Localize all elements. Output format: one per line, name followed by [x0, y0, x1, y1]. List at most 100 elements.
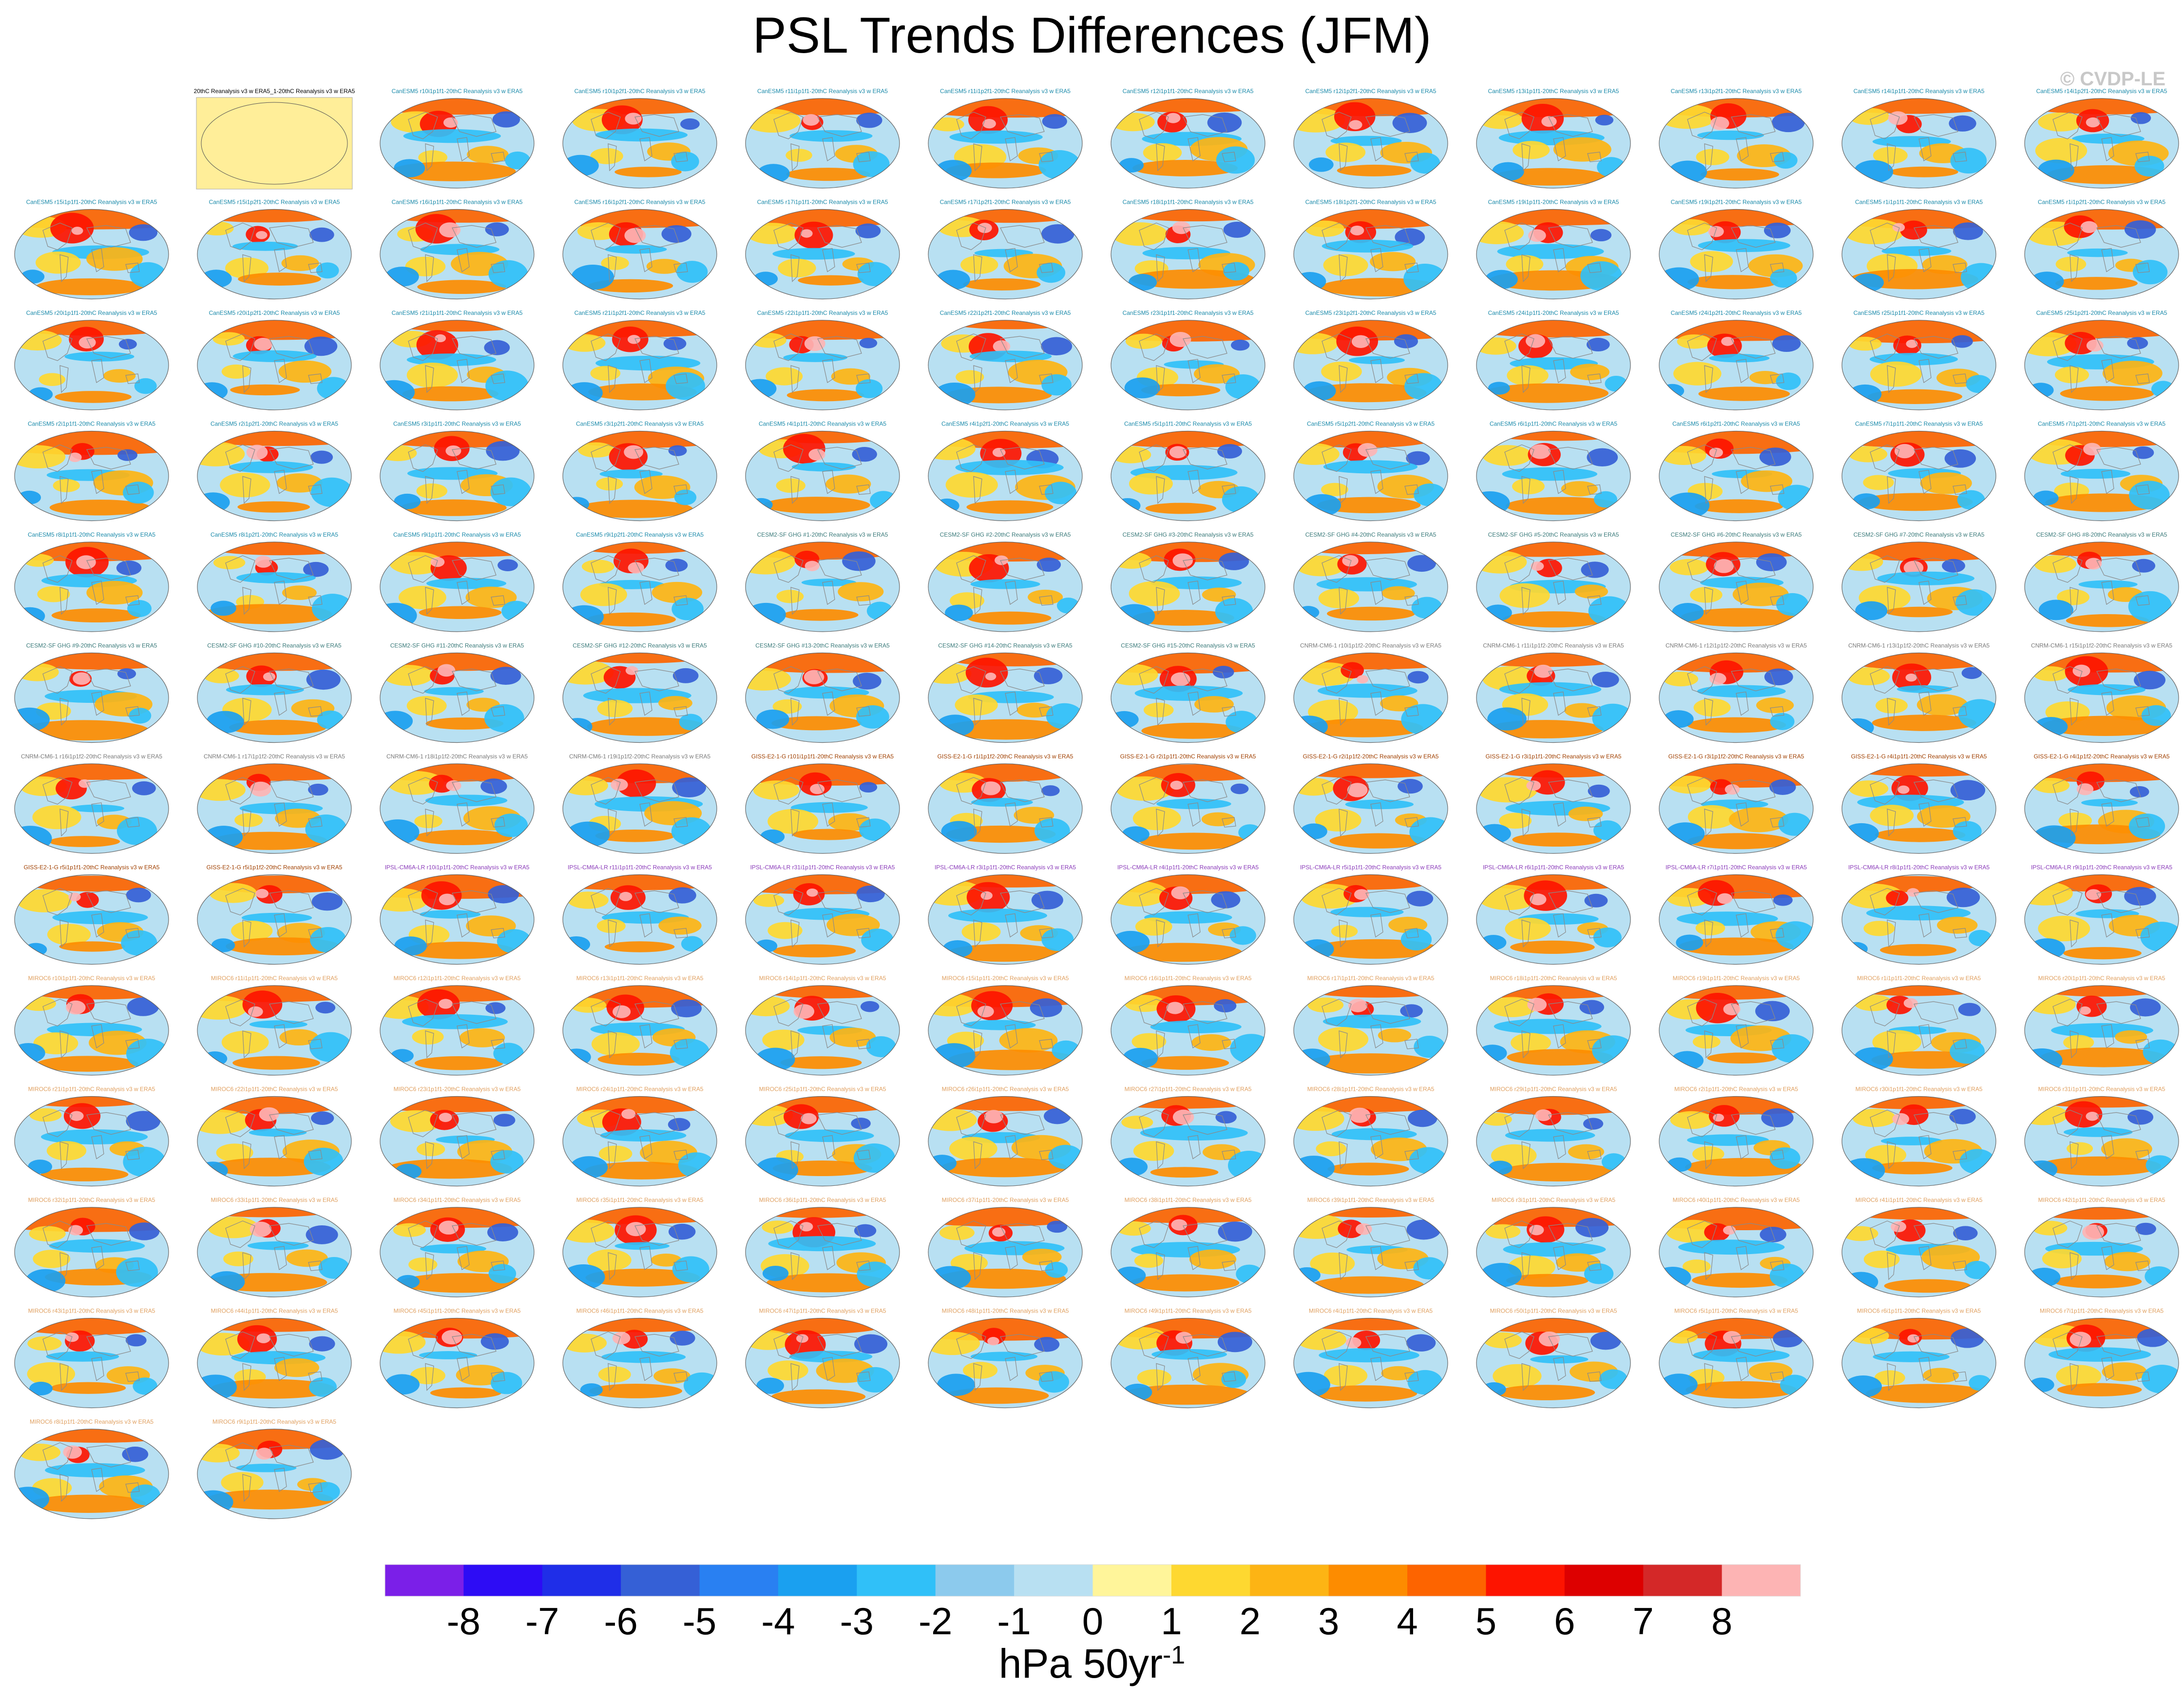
- coastline: [269, 558, 314, 580]
- colorbar-tick-label: 3: [1318, 1600, 1339, 1643]
- trend-contour: [78, 336, 96, 349]
- trend-contour: [1413, 1257, 1445, 1280]
- trend-contour: [1036, 262, 1066, 283]
- trend-contour: [763, 497, 870, 514]
- globe-outline: [197, 652, 352, 743]
- map-panel: MIROC6 r23i1p1f1-20thC Reanalysis v3 w E…: [380, 1086, 535, 1187]
- coastline: [1039, 484, 1054, 495]
- coastline: [1365, 668, 1410, 692]
- coastline: [59, 1030, 69, 1059]
- trend-contour: [1599, 1369, 1628, 1390]
- coastline: [2135, 373, 2150, 384]
- map-panel: CanESM5 r9i1p1f1-20thC Reanalysis v3 w E…: [380, 531, 535, 632]
- trend-contour: [1583, 1118, 1604, 1130]
- coastline: [1139, 1331, 1169, 1359]
- coastline: [1404, 595, 1419, 606]
- panel-title: CanESM5 r21i1p2f1-20thC Reanalysis v3 w …: [575, 309, 706, 316]
- map-panel: IPSL-CM6A-LR r31i1p1f1-20thC Reanalysis …: [745, 864, 900, 965]
- trend-contour: [1778, 484, 1813, 511]
- trend-contour: [2125, 220, 2156, 239]
- coastline: [86, 779, 131, 802]
- colorbar-swatch: [1486, 1565, 1565, 1596]
- colorbar-tick-label: -8: [447, 1600, 480, 1643]
- panel-title: CNRM-CM6-1 r15i1p1f2-20thC Reanalysis v3…: [2031, 642, 2172, 649]
- coastline: [491, 1260, 505, 1271]
- trend-contour: [612, 1332, 631, 1345]
- panel-title: MIROC6 r27i1p1f1-20thC Reanalysis v3 w E…: [1125, 1086, 1252, 1093]
- coastline: [1887, 1252, 1896, 1280]
- coastline: [1953, 1260, 1967, 1271]
- trend-contour: [576, 500, 693, 518]
- map-panel: MIROC6 r10i1p1f1-20thC Reanalysis v3 w E…: [14, 975, 169, 1076]
- trend-contour: [41, 1129, 148, 1144]
- trend-contour: [420, 910, 481, 919]
- globe-outline: [562, 652, 717, 743]
- coastline: [773, 999, 804, 1026]
- trend-contour: [1325, 142, 1366, 162]
- trend-contour: [1588, 784, 1610, 798]
- map-panel: CanESM5 r11i1p2f1-20thC Reanalysis v3 w …: [928, 88, 1083, 189]
- coastline: [1370, 913, 1383, 938]
- trend-contour: [801, 229, 813, 238]
- trend-contour: [1342, 555, 1359, 567]
- map-panel: MIROC6 r25i1p1f1-20thC Reanalysis v3 w E…: [745, 1086, 900, 1187]
- panel-title: CanESM5 r17i1p2f1-20thC Reanalysis v3 w …: [940, 199, 1071, 206]
- trend-contour: [1844, 942, 1868, 956]
- trend-contour: [1958, 1003, 1981, 1016]
- globe-outline: [2024, 430, 2179, 522]
- trend-contour: [1512, 832, 1602, 847]
- map-panel: CNRM-CM6-1 r19i1p1f2-20thC Reanalysis v3…: [562, 753, 717, 854]
- panel-title: CanESM5 r10i1p1f1-20thC Reanalysis v3 w …: [392, 88, 523, 95]
- map-panel: MIROC6 r39i1p1f1-20thC Reanalysis v3 w E…: [1293, 1197, 1448, 1297]
- coastline: [1156, 143, 1165, 172]
- globe-outline: [1111, 320, 1265, 410]
- panel-title: IPSL-CM6A-LR r10i1p1f1-20thC Reanalysis …: [385, 864, 530, 871]
- coastline: [225, 1331, 255, 1359]
- coastline: [457, 1356, 470, 1381]
- coastline: [1005, 913, 1018, 938]
- trend-contour: [46, 1351, 119, 1362]
- trend-contour: [1321, 483, 1348, 497]
- trend-contour: [1668, 160, 1707, 183]
- coastline: [1404, 817, 1419, 828]
- trend-contour: [1950, 780, 1986, 801]
- globe-outline: [2024, 763, 2179, 854]
- trend-contour: [1143, 143, 1182, 162]
- panel-title: MIROC6 r32i1p1f1-20thC Reanalysis v3 w E…: [28, 1197, 155, 1203]
- colorbar-swatch: [1722, 1565, 1801, 1596]
- coastline: [773, 333, 804, 361]
- coastline: [2069, 1252, 2079, 1280]
- trend-contour: [416, 1142, 445, 1157]
- coastline: [1521, 1252, 1531, 1280]
- globe-outline: [1293, 320, 1448, 410]
- trend-contour: [1512, 478, 1545, 495]
- trend-contour: [121, 930, 157, 956]
- map-panel: MIROC6 r35i1p1f1-20thC Reanalysis v3 w E…: [562, 1197, 717, 1297]
- trend-contour: [197, 1161, 228, 1180]
- map-panel: GISS-E2-1-G r2i1p1f2-20thC Reanalysis v3…: [1293, 753, 1448, 854]
- trend-contour: [2055, 277, 2138, 290]
- trend-contour: [567, 891, 609, 909]
- trend-contour: [771, 716, 862, 731]
- trend-contour: [859, 338, 878, 348]
- map-panel: CanESM5 r10i1p1f1-20thC Reanalysis v3 w …: [380, 88, 535, 189]
- trend-contour: [414, 830, 513, 845]
- trend-contour: [1485, 1224, 1521, 1239]
- globe-outline: [745, 209, 900, 300]
- coastline: [634, 446, 679, 470]
- coastline: [1870, 888, 1900, 916]
- trend-contour: [1897, 785, 1910, 794]
- coastline: [269, 779, 314, 802]
- coastline: [817, 668, 862, 692]
- coastline: [242, 476, 251, 504]
- coastline: [1005, 1356, 1018, 1381]
- coastline: [673, 1149, 688, 1160]
- trend-contour: [318, 1257, 350, 1279]
- coastline: [591, 1220, 621, 1248]
- trend-contour: [50, 1382, 126, 1394]
- coastline: [1953, 373, 1967, 384]
- map-panel: MIROC6 r20i1p1f1-20thC Reanalysis v3 w E…: [2024, 975, 2179, 1076]
- colorbar-tick-label: 4: [1397, 1600, 1418, 1643]
- trend-contour: [130, 1484, 160, 1506]
- coastline: [1870, 666, 1900, 694]
